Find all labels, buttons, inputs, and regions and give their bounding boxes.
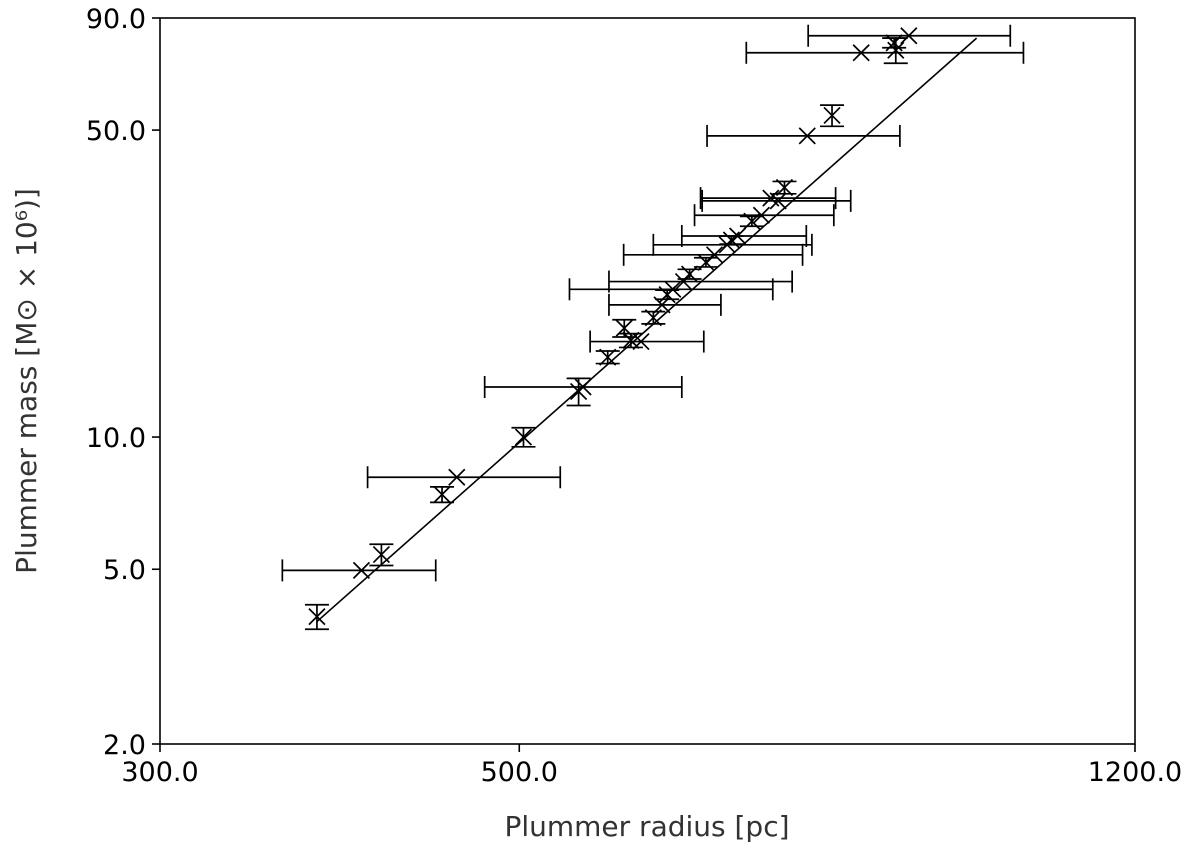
- plot-marks: [281, 24, 1025, 631]
- data-point-25: [699, 187, 837, 210]
- y-tick-label-2: 10.0: [86, 423, 146, 454]
- y-tick-label-3: 50.0: [86, 116, 146, 147]
- x-marker-stroke-b: [887, 41, 905, 59]
- data-point-18: [693, 253, 718, 271]
- data-point-24: [693, 204, 835, 227]
- x-marker-stroke-b: [775, 178, 794, 197]
- data-point-22: [680, 224, 808, 247]
- x-marker-stroke-b: [752, 206, 771, 224]
- x-marker-stroke-b: [352, 561, 371, 579]
- x-tick-label-0: 300.0: [121, 757, 198, 788]
- data-point-12: [641, 309, 666, 327]
- y-axis-label-text: Plummer mass [M⊙ × 10⁶)]: [10, 188, 43, 574]
- x-marker-stroke-b: [514, 428, 533, 446]
- x-marker-stroke-b: [574, 378, 592, 396]
- data-point-5: [511, 426, 536, 448]
- x-marker-stroke-b: [798, 127, 816, 145]
- data-point-0: [304, 603, 329, 631]
- x-marker-stroke-b: [599, 348, 617, 366]
- y-tick-label-0: 2.0: [103, 730, 146, 761]
- data-point-3: [430, 485, 455, 504]
- data-point-17: [677, 265, 702, 283]
- data-point-28: [706, 124, 901, 147]
- data-point-7: [483, 376, 683, 399]
- x-marker-stroke-b: [769, 192, 787, 210]
- data-point-1: [281, 559, 437, 582]
- data-point-26: [701, 189, 852, 212]
- data-point-33: [882, 34, 907, 52]
- x-marker-stroke-b: [762, 189, 780, 207]
- data-point-29: [820, 104, 845, 128]
- x-marker-stroke-b: [664, 280, 682, 298]
- fit-line: [316, 37, 978, 623]
- data-point-10: [612, 318, 637, 338]
- x-marker-stroke-b: [680, 265, 699, 283]
- x-tick-label-1: 500.0: [481, 757, 558, 788]
- y-tick-label-4: 90.0: [86, 4, 146, 35]
- x-axis-label: Plummer radius [pc]: [504, 810, 789, 843]
- x-marker-stroke-b: [705, 246, 724, 264]
- x-marker-stroke-b: [448, 468, 466, 486]
- data-point-19: [622, 243, 804, 266]
- x-marker-stroke-b: [885, 34, 903, 52]
- data-point-27: [772, 178, 797, 197]
- x-marker-stroke-b: [823, 106, 841, 125]
- x-marker-stroke-b: [632, 332, 650, 351]
- plot-frame: [159, 17, 1136, 745]
- x-marker-stroke-b: [900, 27, 918, 45]
- data-point-8: [595, 348, 620, 366]
- x-marker-stroke-b: [622, 331, 640, 349]
- x-marker-stroke-b: [852, 44, 870, 62]
- x-marker-stroke-b: [433, 485, 451, 504]
- data-point-32: [807, 24, 1012, 47]
- data-point-4: [366, 466, 562, 489]
- y-tick-label-1: 5.0: [103, 555, 146, 586]
- data-point-16: [608, 270, 793, 293]
- x-marker-stroke-b: [615, 319, 633, 337]
- data-point-30: [745, 41, 1025, 64]
- data-point-2: [369, 543, 394, 567]
- x-marker-stroke-b: [644, 309, 662, 327]
- y-axis-label: Plummer mass [M⊙ × 10⁶)]: [10, 188, 43, 574]
- data-point-11: [589, 330, 705, 353]
- axis-ticks: 300.0 500.0 1200.0 2.0 5.0 10.0 50.0 90.0: [86, 4, 1182, 788]
- x-tick-label-2: 1200.0: [1088, 757, 1182, 788]
- x-marker-stroke-b: [728, 227, 747, 245]
- x-marker-stroke-b: [308, 608, 326, 626]
- x-marker-stroke-b: [372, 545, 391, 564]
